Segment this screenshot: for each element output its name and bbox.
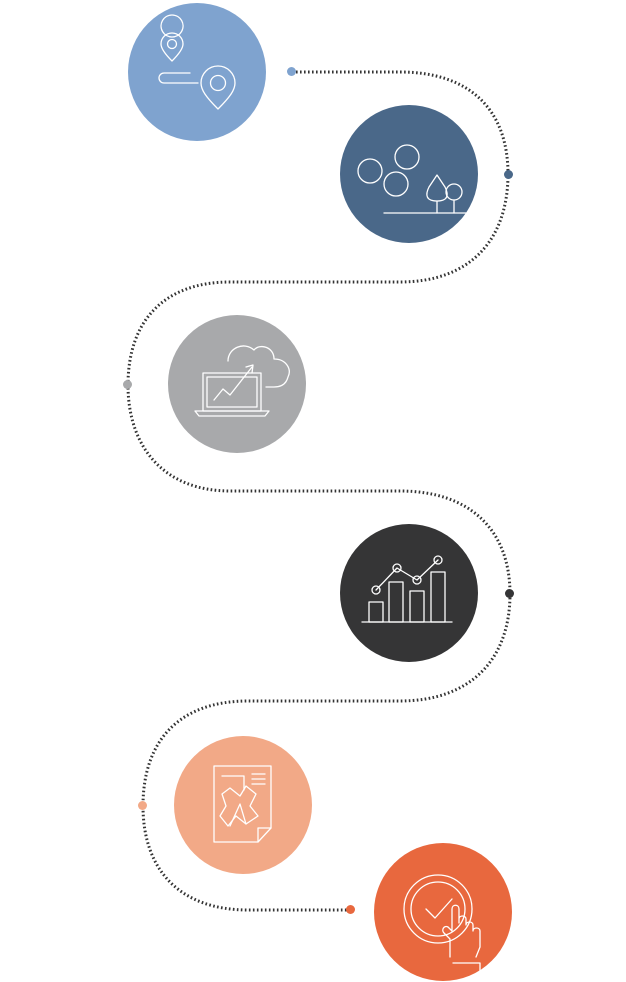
step-6-circle: [374, 843, 512, 981]
step-3-circle: [168, 315, 306, 453]
document-puzzle-icon: [213, 765, 272, 843]
connector-dot-1: [287, 67, 296, 76]
click-check-icon: [403, 874, 481, 981]
connector-dot-6: [346, 905, 355, 914]
connector-dot-2: [504, 170, 513, 179]
cloud-laptop-growth-icon: [194, 345, 290, 417]
molecule-tree-icon: [357, 144, 469, 214]
connector-dot-4: [505, 589, 514, 598]
dotted-route: [126, 70, 512, 912]
bar-line-chart-icon: [361, 555, 453, 623]
connector-dot-5: [138, 801, 147, 810]
location-route-icon: [158, 14, 236, 110]
connector-dot-3: [123, 380, 132, 389]
step-1-circle: [128, 3, 266, 141]
step-2-circle: [340, 105, 478, 243]
step-5-circle: [174, 736, 312, 874]
step-4-circle: [340, 524, 478, 662]
